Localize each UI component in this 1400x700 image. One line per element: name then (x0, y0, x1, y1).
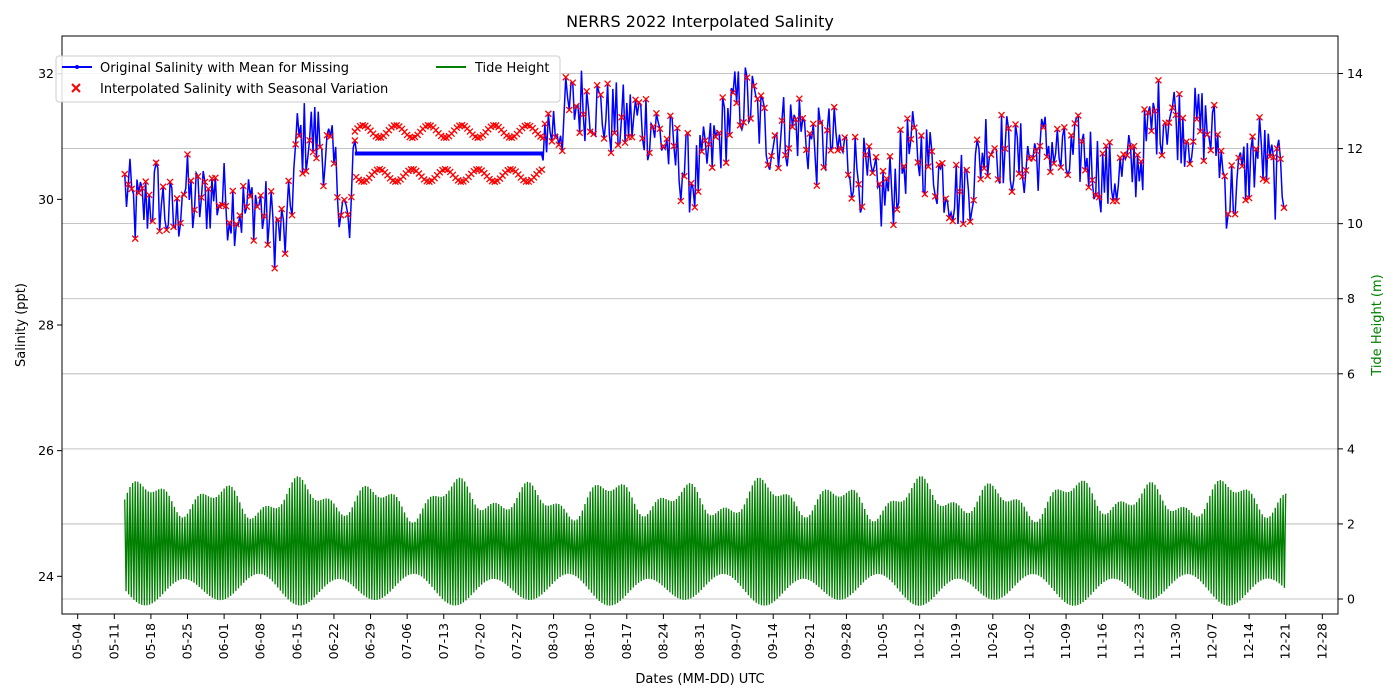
x-tick-label: 10-05 (875, 623, 890, 659)
y-tick-label: 28 (38, 318, 54, 333)
x-tick-label: 12-28 (1314, 623, 1329, 659)
x-axis-label: Dates (MM-DD) UTC (635, 672, 764, 687)
x-tick-label: 11-02 (1021, 623, 1036, 659)
x-tick-label: 11-23 (1131, 623, 1146, 659)
interpolated-markers (121, 73, 1288, 272)
y-axis-label: Salinity (ppt) (14, 283, 29, 367)
interpolated-salinity-series (121, 73, 1288, 272)
x-axis: 05-04 05-11 05-18 05-25 06-01 06-08 06-15 06-22… (70, 614, 1329, 659)
legend-label-interpolated: Interpolated Salinity with Seasonal Vari… (100, 82, 388, 97)
legend-marker-interpolated (71, 83, 81, 93)
x-tick-label: 07-27 (509, 623, 524, 659)
legend-box (55, 55, 561, 103)
x-tick-label: 07-06 (399, 623, 414, 659)
x-tick-label: 07-20 (472, 623, 487, 659)
y-tick-label: 32 (38, 66, 54, 81)
legend-marker-salinity (75, 65, 79, 69)
x-tick-label: 11-16 (1095, 623, 1110, 659)
x-tick-label: 07-13 (436, 623, 451, 659)
x-tick-label: 06-15 (289, 623, 304, 659)
x-tick-label: 08-17 (619, 623, 634, 659)
legend-label-tide: Tide Height (474, 61, 550, 76)
x-tick-label: 10-19 (948, 623, 963, 659)
chart-title: NERRS 2022 Interpolated Salinity (566, 12, 834, 31)
y-axis-right: 0 2 4 6 8 10 12 14 (1338, 66, 1363, 606)
x-tick-label: 05-18 (143, 623, 158, 659)
x-tick-label: 11-30 (1168, 623, 1183, 659)
x-tick-label: 12-14 (1241, 623, 1256, 659)
y2-tick-label: 12 (1347, 141, 1363, 156)
y2-tick-label: 10 (1347, 216, 1363, 231)
y2-tick-label: 2 (1347, 516, 1355, 531)
x-tick-label: 09-28 (838, 623, 853, 659)
x-tick-label: 05-11 (106, 623, 121, 659)
x-tick-label: 06-01 (216, 623, 231, 659)
x-tick-label: 05-25 (180, 623, 195, 659)
tide-line (124, 476, 1287, 606)
y-tick-label: 26 (38, 443, 54, 458)
x-tick-label: 06-08 (253, 623, 268, 659)
y2-tick-label: 6 (1347, 366, 1355, 381)
x-tick-label: 10-26 (985, 623, 1000, 659)
x-tick-label: 08-10 (582, 623, 597, 659)
x-tick-label: 09-07 (729, 623, 744, 659)
y-tick-label: 30 (38, 192, 54, 207)
y2-tick-label: 8 (1347, 291, 1355, 306)
legend-label-salinity: Original Salinity with Mean for Missing (100, 61, 349, 76)
x-tick-label: 06-22 (326, 623, 341, 659)
x-tick-label: 11-09 (1058, 623, 1073, 659)
y-tick-label: 24 (38, 569, 54, 584)
y2-tick-label: 14 (1347, 66, 1363, 81)
legend: Original Salinity with Mean for Missing … (55, 55, 561, 103)
tide-series (124, 476, 1287, 606)
x-tick-label: 06-29 (363, 623, 378, 659)
x-tick-label: 05-04 (70, 623, 85, 659)
x-tick-label: 10-12 (912, 623, 927, 659)
x-tick-label: 09-21 (802, 623, 817, 659)
x-tick-label: 09-14 (765, 623, 780, 659)
y2-axis-label: Tide Height (m) (1370, 274, 1385, 376)
x-tick-label: 08-31 (692, 623, 707, 659)
y2-tick-label: 0 (1347, 591, 1355, 606)
x-tick-label: 08-03 (546, 623, 561, 659)
y2-tick-label: 4 (1347, 441, 1355, 456)
x-tick-label: 12-21 (1278, 623, 1293, 659)
x-tick-label: 08-24 (655, 623, 670, 659)
x-tick-label: 12-07 (1204, 623, 1219, 659)
